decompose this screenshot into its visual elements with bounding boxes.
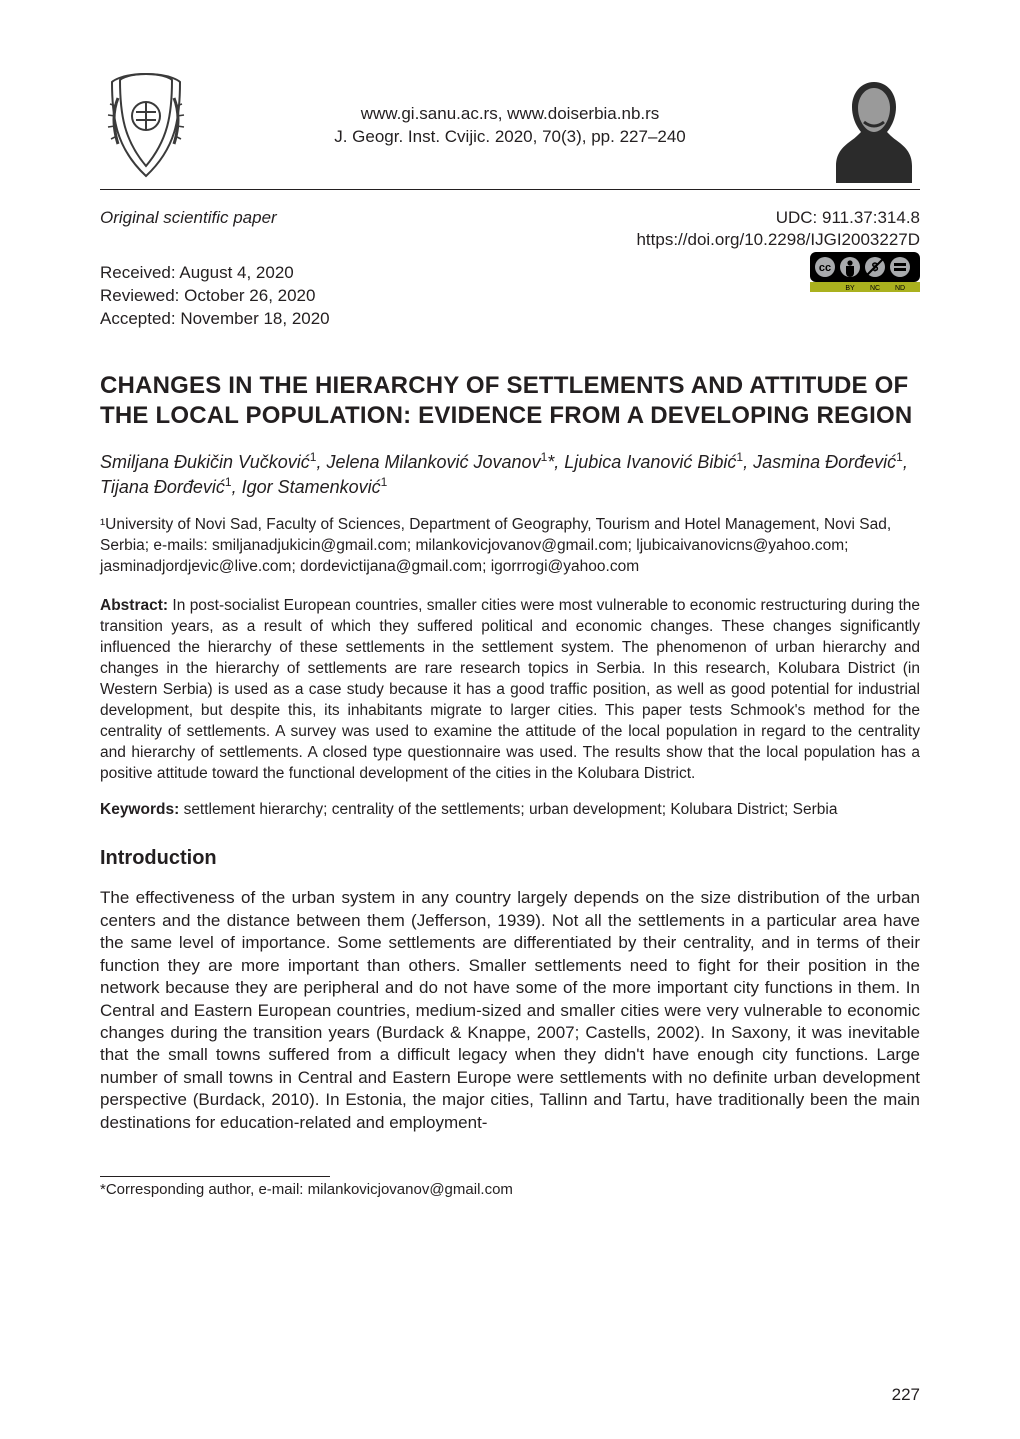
section-heading-introduction: Introduction (100, 847, 920, 870)
cc-by-nc-nd-icon[interactable]: cc $ BY NC ND (810, 252, 920, 292)
journal-crest-icon (100, 68, 192, 183)
header-center: www.gi.sanu.ac.rs, www.doiserbia.nb.rs J… (192, 103, 828, 149)
cc-sub-by: BY (845, 285, 855, 292)
page-number: 227 (892, 1385, 920, 1405)
cc-sub-nc: NC (870, 285, 880, 292)
abstract-label: Abstract: (100, 597, 168, 614)
article-title: CHANGES IN THE HIERARCHY OF SETTLEMENTS … (100, 371, 920, 431)
date-reviewed: Reviewed: October 26, 2020 (100, 285, 920, 308)
authors-text: Smiljana Đukičin Vučković1, Jelena Milan… (100, 452, 908, 497)
header-line-2: J. Geogr. Inst. Cvijic. 2020, 70(3), pp.… (192, 126, 828, 149)
dates-and-license: cc $ BY NC ND Received: August 4, 2020 R… (100, 250, 920, 331)
page-header: www.gi.sanu.ac.rs, www.doiserbia.nb.rs J… (100, 68, 920, 183)
article-type: Original scientific paper (100, 208, 277, 228)
header-line-1: www.gi.sanu.ac.rs, www.doiserbia.nb.rs (192, 103, 828, 126)
udc-code: UDC: 911.37:314.8 (776, 208, 920, 227)
header-rule (100, 189, 920, 190)
footnote-rule (100, 1176, 330, 1177)
manuscript-dates: Received: August 4, 2020 Reviewed: Octob… (100, 262, 920, 331)
affiliation: ¹University of Novi Sad, Faculty of Scie… (100, 515, 920, 578)
doi-link[interactable]: https://doi.org/10.2298/IJGI2003227D (636, 230, 920, 250)
date-received: Received: August 4, 2020 (100, 262, 920, 285)
abstract: Abstract: In post-socialist European cou… (100, 596, 920, 784)
keywords: Keywords: settlement hierarchy; centrali… (100, 800, 920, 821)
cc-sub-nd: ND (895, 285, 905, 292)
keywords-text: settlement hierarchy; centrality of the … (184, 801, 838, 818)
keywords-label: Keywords: (100, 801, 179, 818)
page: www.gi.sanu.ac.rs, www.doiserbia.nb.rs J… (0, 0, 1020, 1439)
introduction-paragraph: The effectiveness of the urban system in… (100, 887, 920, 1134)
abstract-text: In post-socialist European countries, sm… (100, 597, 920, 781)
article-ids: UDC: 911.37:314.8 https://doi.org/10.229… (636, 208, 920, 250)
authors-line: Smiljana Đukičin Vučković1, Jelena Milan… (100, 449, 920, 500)
cvijic-portrait-icon (828, 68, 920, 183)
date-accepted: Accepted: November 18, 2020 (100, 308, 920, 331)
svg-text:cc: cc (819, 262, 831, 274)
article-meta-row: Original scientific paper UDC: 911.37:31… (100, 208, 920, 250)
corresponding-author-footnote: *Corresponding author, e-mail: milankovi… (100, 1181, 920, 1198)
